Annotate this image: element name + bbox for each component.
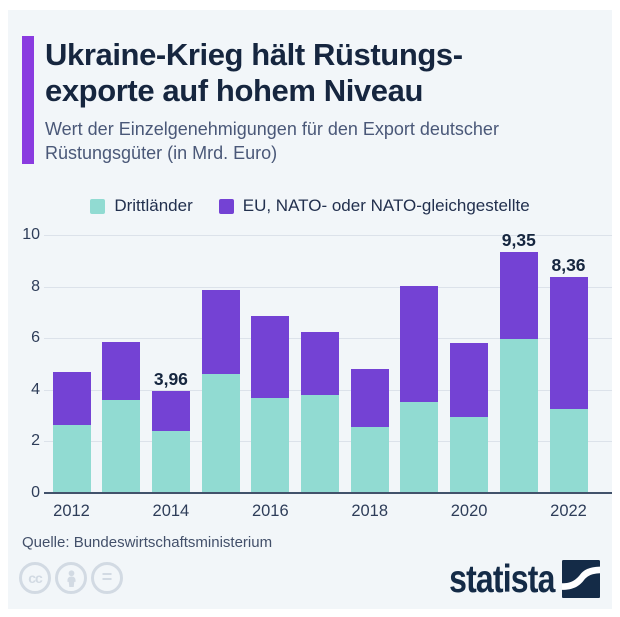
x-axis-tick-label: 2016 [251, 502, 289, 520]
x-axis-tick-label: 2014 [152, 502, 190, 520]
bar-segment-eu-nato [350, 368, 389, 428]
bar-value-label: 9,35 [501, 229, 536, 250]
source-label: Quelle: Bundeswirtschaftsministerium [22, 534, 273, 551]
bar-segment-eu-nato [400, 286, 439, 403]
statista-mark-icon [562, 560, 600, 598]
bar-value-label: 8,36 [551, 255, 586, 276]
title-accent-bar [22, 36, 34, 164]
bar-segment-drittlaender [201, 373, 240, 493]
x-axis-tick-label: 2018 [351, 502, 389, 520]
attribution-person-icon[interactable] [55, 562, 87, 594]
gridline [44, 235, 612, 236]
bar-segment-drittlaender [102, 399, 141, 493]
equals-glyph: = [101, 566, 113, 587]
y-axis-tick-label: 8 [31, 277, 40, 295]
y-axis-tick-label: 4 [31, 380, 40, 398]
bar-segment-eu-nato [102, 342, 141, 400]
bar-segment-drittlaender [549, 408, 588, 493]
page-title-line2: exporte auf hohem Niveau [45, 73, 423, 108]
bar-segment-drittlaender [301, 395, 339, 493]
y-axis-tick-label: 10 [22, 226, 40, 243]
x-axis-tick-label: 2020 [450, 502, 488, 520]
bar-segment-eu-nato [549, 277, 588, 409]
bar-segment-drittlaender [400, 402, 439, 493]
statista-logo[interactable]: statista [426, 558, 600, 601]
stacked-bar-chart: 0 2 4 6 8 10 2012 3,96 2014 2016 2018 2020 9,35 8,36 2… [16, 225, 612, 521]
page-subtitle: Wert der Einzelgenehmigungen für den Exp… [45, 119, 499, 163]
bar-segment-drittlaender [52, 425, 91, 493]
legend-label-eu-nato: EU, NATO- oder NATO-gleichgestellte [242, 196, 530, 215]
statista-wordmark: statista [449, 558, 556, 601]
x-axis-baseline [44, 492, 612, 494]
bar-segment-drittlaender [350, 427, 389, 493]
legend-item-drittlaender: Drittländer [90, 196, 193, 216]
x-axis-tick-label: 2012 [53, 502, 90, 520]
bar-value-label: 3,96 [153, 368, 188, 389]
legend-item-eu-nato: EU, NATO- oder NATO-gleichgestellte [218, 196, 530, 216]
infographic-card: Ukraine-Krieg hält Rüstungs- exporte auf… [8, 10, 612, 609]
legend-swatch-drittlaender-icon [90, 198, 106, 214]
bar-segment-eu-nato [499, 251, 538, 340]
cc-icon-text: cc [28, 570, 43, 586]
header: Ukraine-Krieg hält Rüstungs- exporte auf… [22, 36, 567, 165]
x-axis-tick-label: 2022 [550, 502, 587, 520]
no-derivatives-equals-icon[interactable]: = [91, 562, 123, 594]
cc-icon[interactable]: cc [19, 562, 51, 594]
bar-segment-eu-nato [52, 371, 91, 426]
bar-segment-eu-nato [251, 316, 290, 399]
gridline [44, 286, 612, 288]
bar-segment-drittlaender [151, 431, 190, 493]
bar-segment-drittlaender [499, 339, 538, 493]
bar-segment-eu-nato [151, 390, 190, 432]
bar-segment-drittlaender [251, 398, 290, 493]
bar-segment-eu-nato [450, 342, 489, 418]
y-axis-tick-label: 2 [31, 432, 40, 450]
title-block: Ukraine-Krieg hält Rüstungs- exporte auf… [45, 36, 567, 165]
person-glyph [66, 569, 76, 587]
bar-segment-eu-nato [301, 332, 339, 396]
legend-label-drittlaender: Drittländer [114, 196, 193, 215]
page-title-line1: Ukraine-Krieg hält Rüstungs- [45, 37, 463, 72]
y-axis-tick-label: 0 [31, 484, 40, 501]
license-icons[interactable]: cc = [19, 562, 123, 594]
page-title: Ukraine-Krieg hält Rüstungs- exporte auf… [45, 37, 567, 109]
bar-segment-eu-nato [201, 290, 240, 374]
y-axis-tick-label: 6 [31, 329, 40, 347]
legend-swatch-eu-nato-icon [218, 198, 234, 214]
bar-segment-drittlaender [450, 417, 489, 493]
chart-legend: Drittländer EU, NATO- oder NATO-gleichge… [8, 196, 612, 216]
